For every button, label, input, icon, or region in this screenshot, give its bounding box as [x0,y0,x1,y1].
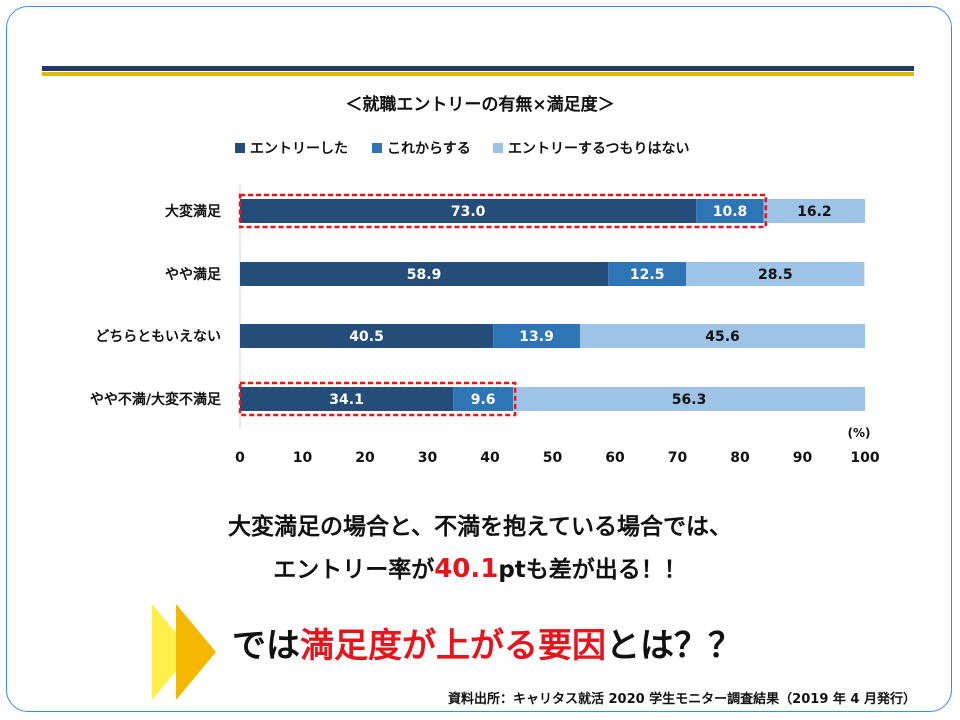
data-label: 28.5 [758,267,793,283]
source-note: 資料出所：キャリタス就活 2020 学生モニター調査結果（2019 年 4 月発… [447,692,916,707]
bar-segment-no-entry [763,199,865,223]
legend-swatch-entry-done [235,143,245,153]
legend-item-entry-done: エントリーした [235,138,348,158]
closing-question: では満足度が上がる要因とは？？ [232,618,742,667]
bar-segment-no-entry [513,387,865,411]
data-label: 13.9 [519,329,554,345]
stacked-bar-chart: 大変満足 73.0 10.8 16.2 やや満足 58.9 12.5 28.5 どちらともいえな… [90,184,880,466]
x-tick-label: 80 [730,450,750,466]
category-label: 大変満足 [165,203,222,220]
key-message-post: ptも差が出る！！ [498,557,687,583]
legend-item-entry-planned: これからする [372,138,471,158]
chart-legend: エントリーした これからする エントリーするつもりはない [0,138,960,160]
legend-label-entry-done: エントリーした [250,141,348,157]
data-label: 45.6 [705,329,740,345]
data-label: 73.0 [451,204,486,220]
header-rule-navy [42,66,914,71]
highlight-box [238,381,517,417]
data-label: 9.6 [471,392,496,408]
x-tick-label: 70 [668,450,688,466]
header-rule-gold [42,72,914,76]
key-message-pre: エントリー率が [273,557,435,583]
category-label: やや満足 [165,266,222,283]
legend-swatch-entry-planned [372,143,382,153]
legend-label-entry-planned: これからする [387,141,471,157]
category-label: どちらともいえない [95,329,221,345]
data-label: 34.1 [329,392,364,408]
category-label: やや不満/大変不満足 [90,391,222,408]
x-tick-label: 10 [293,450,313,466]
key-message-highlight: 40.1 [434,554,499,584]
highlight-box [238,193,767,229]
bar-segment-entry-done [240,262,609,286]
data-label: 16.2 [797,204,832,220]
bar-segment-entry-planned [453,387,514,411]
legend-swatch-no-entry [493,143,503,153]
data-label: 40.5 [349,329,384,345]
bar-segment-entry-done [240,324,494,348]
x-tick-label: 60 [605,450,625,466]
chart-title: ＜就職エントリーの有無×満足度＞ [345,95,615,115]
data-label: 56.3 [672,392,707,408]
key-message: 大変満足の場合と、不満を抱えている場合では、 エントリー率が40.1ptも差が出… [0,506,960,591]
x-tick-label: 30 [418,450,438,466]
x-tick-label: 90 [793,450,813,466]
bar-segment-entry-planned [608,262,687,286]
bar-segment-entry-done [240,199,697,223]
question-pre: では [232,626,300,666]
key-message-line-2: エントリー率が40.1ptも差が出る！！ [0,548,960,591]
x-tick-label: 50 [543,450,563,466]
bar-segment-no-entry [686,262,865,286]
x-tick-label: 20 [355,450,375,466]
chevron-arrow-icon [176,604,216,700]
question-post: とは？？ [606,626,742,666]
x-tick-label: 0 [235,450,245,466]
unit-label: (%) [848,426,871,440]
bar-segment-entry-done [240,387,454,411]
x-tick-label: 40 [480,450,500,466]
bar-segment-entry-planned [493,324,580,348]
data-label: 12.5 [630,267,665,283]
key-message-line-1: 大変満足の場合と、不満を抱えている場合では、 [228,514,732,540]
question-highlight: 満足度が上がる要因 [300,626,606,666]
bar-segment-entry-planned [696,199,764,223]
legend-label-no-entry: エントリーするつもりはない [508,141,690,157]
data-label: 58.9 [407,267,442,283]
data-label: 10.8 [713,204,748,220]
bar-segment-no-entry [580,324,865,348]
x-tick-label: 100 [850,450,879,466]
slide-frame [6,6,952,712]
legend-item-no-entry: エントリーするつもりはない [493,138,689,158]
